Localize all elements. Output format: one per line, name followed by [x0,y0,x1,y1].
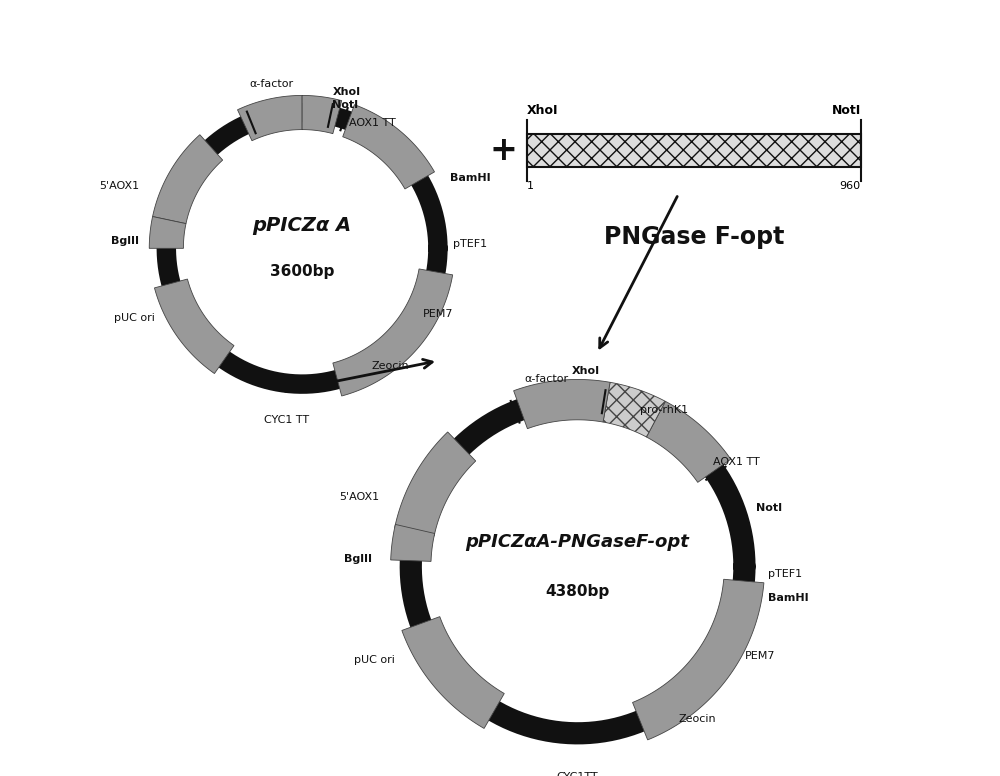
Bar [527,134,861,167]
Polygon shape [646,401,731,483]
Text: PEM7: PEM7 [744,651,775,660]
Text: BamHI: BamHI [768,593,808,602]
Text: NotI: NotI [756,504,782,513]
Text: pUC ori: pUC ori [354,655,395,664]
Text: pPICZα A: pPICZα A [253,216,352,234]
Polygon shape [603,383,665,437]
Text: XhoI: XhoI [571,366,599,376]
Text: BglII: BglII [344,554,372,563]
Polygon shape [302,95,342,133]
Text: BglII: BglII [111,236,139,245]
FancyArrowPatch shape [285,359,432,391]
Polygon shape [633,579,764,740]
Polygon shape [402,617,504,729]
Text: +: + [490,134,518,167]
Text: NotI: NotI [332,100,358,110]
Text: XhoI: XhoI [527,104,559,117]
Text: NotI: NotI [832,104,861,117]
Polygon shape [395,432,476,536]
Polygon shape [333,269,453,396]
Text: 5'AOX1: 5'AOX1 [340,492,380,501]
Text: pPICZαA-PNGaseF-opt: pPICZαA-PNGaseF-opt [466,532,690,551]
Polygon shape [149,217,186,248]
Text: BamHI: BamHI [450,174,490,183]
Text: AOX1 TT: AOX1 TT [349,118,395,128]
Text: 5'AOX1: 5'AOX1 [99,182,139,191]
Text: pUC ori: pUC ori [114,314,155,323]
Text: 1: 1 [527,181,534,191]
Text: XhoI: XhoI [333,87,361,97]
Text: PNGase F-opt: PNGase F-opt [604,225,784,248]
Text: CYC1 TT: CYC1 TT [264,415,309,425]
FancyArrowPatch shape [600,196,677,348]
Text: CYC1TT: CYC1TT [557,772,598,776]
Polygon shape [238,95,302,140]
Text: pTEF1: pTEF1 [453,240,488,249]
Text: 3600bp: 3600bp [270,264,334,279]
Text: α-factor: α-factor [524,374,569,384]
Text: AOX1 TT: AOX1 TT [713,457,760,466]
Text: 4380bp: 4380bp [545,584,610,599]
Text: Zeocin: Zeocin [678,714,716,724]
Text: pTEF1: pTEF1 [768,570,802,579]
Polygon shape [154,279,234,373]
Text: 960: 960 [840,181,861,191]
Polygon shape [343,105,435,189]
Text: α-factor: α-factor [249,79,293,89]
Polygon shape [514,379,610,428]
Text: PEM7: PEM7 [422,310,453,319]
Text: Zeocin: Zeocin [372,361,410,371]
Polygon shape [391,525,435,561]
Text: pro-rhK1: pro-rhK1 [640,405,688,415]
Polygon shape [153,135,223,223]
